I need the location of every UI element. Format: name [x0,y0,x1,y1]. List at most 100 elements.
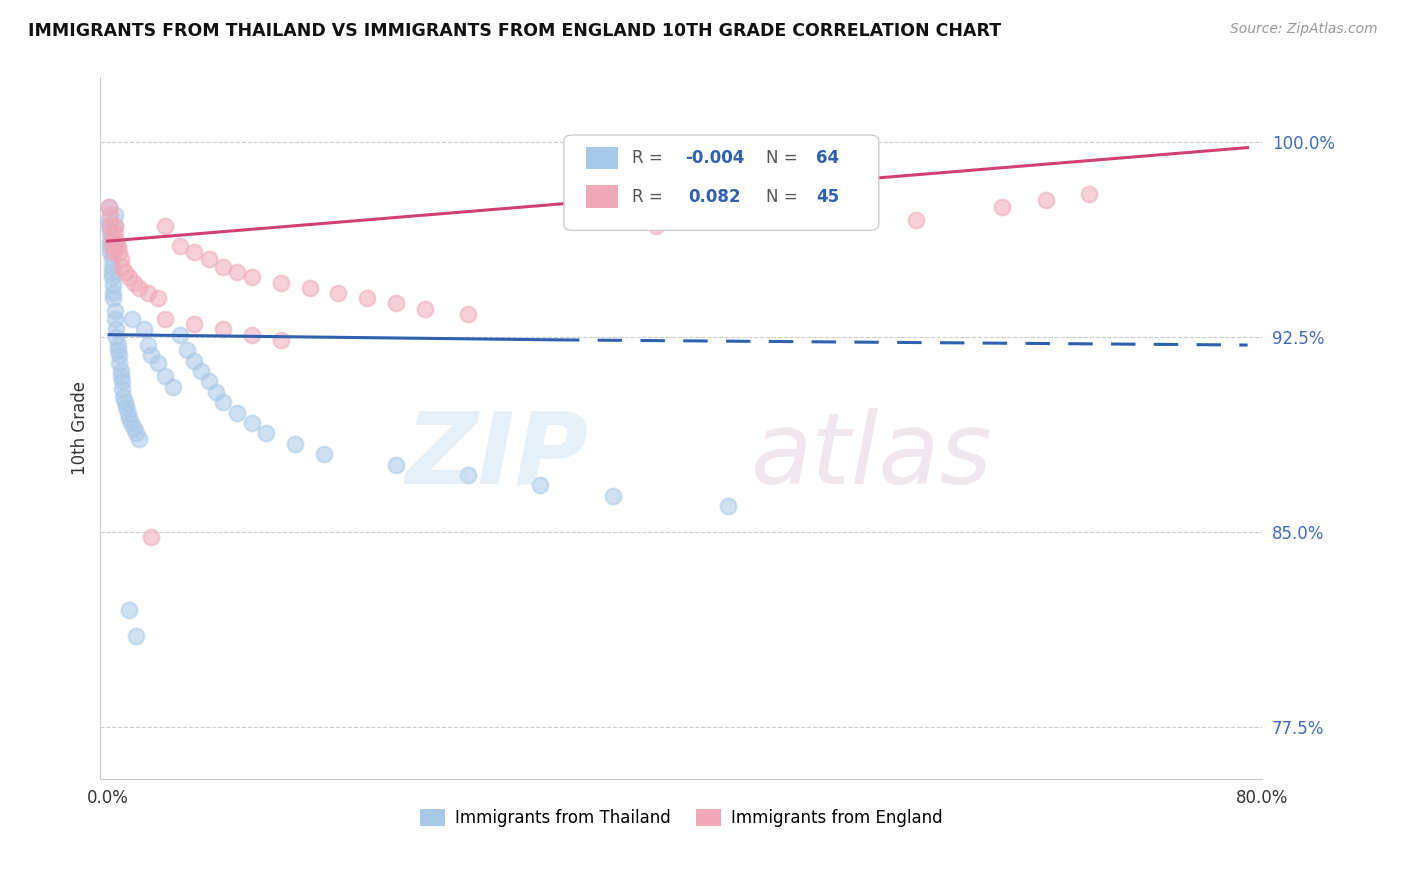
Point [98,213,121,227]
Point [111,260,134,274]
Point [103,286,125,301]
Point [101,270,124,285]
Point [101,260,124,274]
Point [121,312,143,326]
Point [413,301,436,316]
Point [240,416,263,430]
Point [107,343,129,358]
Point [169,327,191,342]
Point [104,219,127,233]
Point [111,375,134,389]
Point [212,395,235,409]
Point [122,421,145,435]
Point [114,265,136,279]
Point [103,244,125,259]
Point [270,276,292,290]
Point [169,239,191,253]
Point [110,252,132,267]
Point [254,426,277,441]
Point [114,395,136,409]
Point [204,384,226,399]
Point [139,530,162,544]
Point [991,200,1014,214]
Point [162,379,184,393]
Point [240,270,263,285]
Text: Source: ZipAtlas.com: Source: ZipAtlas.com [1230,22,1378,37]
Point [328,286,350,301]
Point [112,390,135,404]
Point [118,270,141,285]
Point [139,348,162,362]
Point [122,276,145,290]
Text: atlas: atlas [751,408,993,505]
Point [104,312,127,326]
Point [105,239,128,253]
Point [529,478,551,492]
Point [602,489,624,503]
Y-axis label: 10th Grade: 10th Grade [72,381,89,475]
Point [101,234,124,248]
Point [136,286,159,301]
Point [155,312,177,326]
Point [108,348,131,362]
Point [107,239,129,253]
Point [312,447,335,461]
Point [125,629,148,643]
Point [212,322,235,336]
Point [1077,187,1099,202]
Point [104,208,127,222]
Point [105,330,128,344]
Text: ZIP: ZIP [405,408,588,505]
Text: 45: 45 [815,187,839,206]
Point [183,244,205,259]
Point [100,239,122,253]
Text: -0.004: -0.004 [685,149,744,167]
Text: 0.082: 0.082 [688,187,741,206]
Text: N =: N = [766,187,803,206]
Point [103,291,125,305]
Point [457,467,479,482]
Point [100,234,122,248]
Point [108,356,131,370]
Point [155,369,177,384]
Point [100,244,122,259]
Point [128,281,150,295]
Bar [586,186,619,208]
Point [101,227,124,241]
Point [136,338,159,352]
Bar [586,147,619,169]
Point [197,252,219,267]
Point [146,356,169,370]
Point [197,375,219,389]
Point [190,364,212,378]
Point [100,208,122,222]
Point [146,291,169,305]
Point [104,219,127,233]
Point [298,281,321,295]
Point [212,260,235,274]
Point [226,406,249,420]
Point [176,343,198,358]
Point [125,426,148,441]
Point [104,304,127,318]
Point [183,318,205,332]
Legend: Immigrants from Thailand, Immigrants from England: Immigrants from Thailand, Immigrants fro… [413,802,949,834]
Point [226,265,249,279]
Text: R =: R = [633,187,673,206]
Point [101,265,124,279]
Point [105,322,128,336]
Point [101,252,124,267]
Point [904,213,927,227]
Point [132,322,155,336]
Point [98,200,121,214]
Point [98,219,121,233]
Point [103,278,125,293]
Point [110,369,132,384]
Point [117,406,139,420]
Point [118,603,141,617]
Text: R =: R = [633,149,668,167]
Point [105,234,128,248]
Point [240,327,263,342]
Text: 64: 64 [815,149,839,167]
Point [107,338,129,352]
